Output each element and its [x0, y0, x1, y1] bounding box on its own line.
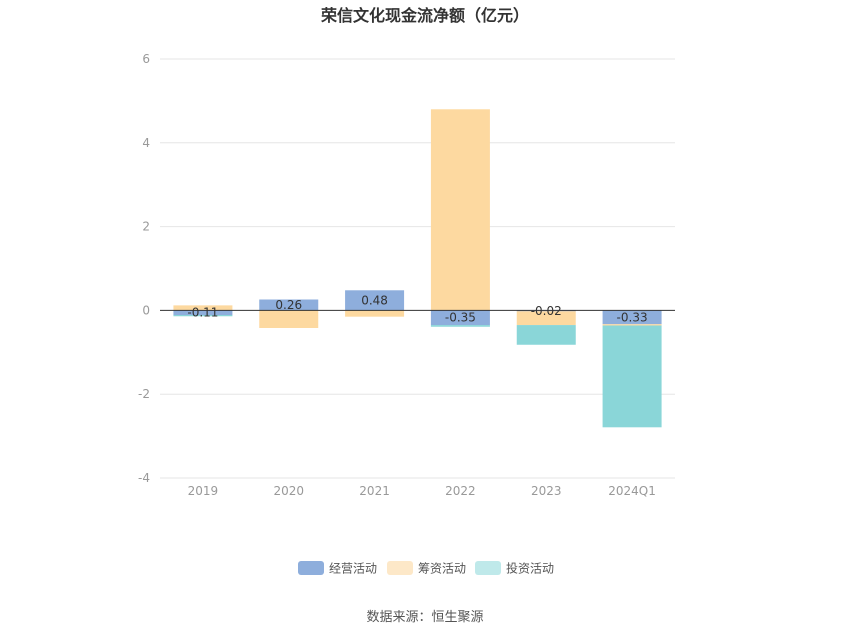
data-label: -0.35 [445, 311, 476, 325]
data-label: -0.11 [187, 306, 218, 320]
data-label: 0.26 [275, 298, 302, 312]
bar-2-2019 [173, 315, 233, 317]
y-tick-label: 6 [142, 52, 150, 66]
bar-1-2024Q1 [602, 324, 662, 326]
y-tick-label: -4 [138, 471, 150, 485]
y-axis-ticks: 6 4 2 0 -2 -4 [138, 52, 150, 485]
data-label: -0.33 [617, 310, 648, 324]
bar-2-2024Q1 [602, 325, 662, 428]
bar-2-2023 [516, 325, 576, 345]
bar-1-2021 [345, 310, 405, 317]
x-category-label: 2024Q1 [608, 484, 656, 498]
x-category-label: 2023 [531, 484, 562, 498]
legend-swatch [475, 561, 501, 575]
legend-label: 筹资活动 [418, 562, 466, 576]
y-tick-label: 4 [142, 136, 150, 150]
x-category-label: 2021 [359, 484, 390, 498]
x-category-label: 2020 [273, 484, 304, 498]
bar-1-2019 [173, 305, 233, 311]
bar-2-2022 [430, 325, 490, 327]
bar-0-2021 [345, 290, 405, 311]
data-label: 0.48 [361, 293, 388, 307]
x-axis-categories: 2019 2020 2021 2022 2023 2024Q1 [188, 484, 656, 498]
y-tick-label: 2 [142, 220, 150, 234]
y-tick-label: -2 [138, 387, 150, 401]
bar-1-2020 [259, 310, 319, 328]
bar-0-2024Q1 [602, 310, 662, 325]
y-tick-label: 0 [142, 303, 150, 317]
bar-0-2019 [173, 310, 233, 316]
data-label: -0.02 [531, 304, 562, 318]
chart-title: 荣信文化现金流净额（亿元） [320, 6, 529, 25]
x-category-label: 2019 [188, 484, 219, 498]
x-category-label: 2022 [445, 484, 476, 498]
legend-label: 投资活动 [506, 561, 554, 576]
bar-1-2023 [516, 311, 576, 326]
legend-swatch [298, 561, 324, 575]
legend-swatch [387, 561, 413, 575]
legend: 经营活动 筹资活动 投资活动 [298, 561, 554, 576]
source-note: 数据来源：恒生聚源 [366, 610, 483, 625]
data-labels: -0.11 0.26 0.48 -0.35 -0.02 -0.33 [187, 293, 647, 324]
bars [173, 109, 662, 428]
bar-1-2022 [430, 109, 490, 311]
bar-0-2020 [259, 299, 319, 311]
bar-0-2022 [430, 310, 490, 326]
legend-label: 经营活动 [329, 562, 377, 576]
grid [160, 58, 675, 479]
